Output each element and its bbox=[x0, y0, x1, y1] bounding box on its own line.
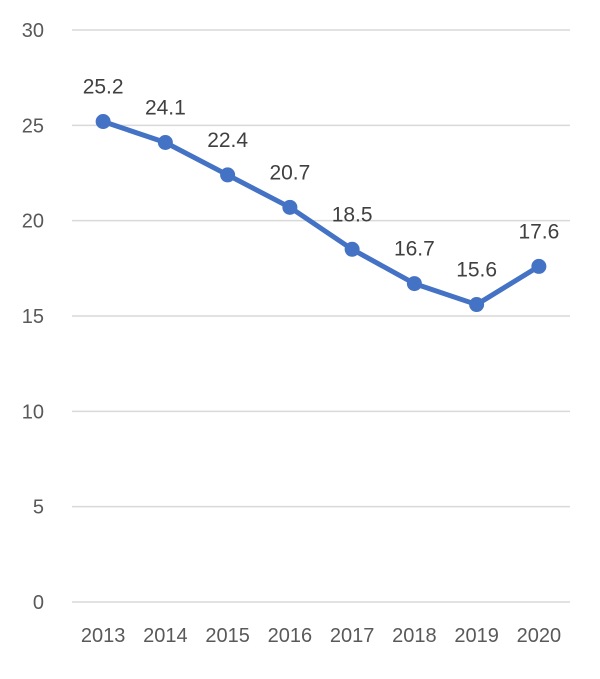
x-tick-label: 2016 bbox=[268, 625, 313, 647]
y-tick-label: 30 bbox=[22, 20, 44, 42]
series-line bbox=[100, 119, 542, 308]
x-axis-tick-labels: 2013 2014 2015 2016 2017 2018 2019 2020 bbox=[81, 625, 561, 647]
x-tick-label: 2017 bbox=[330, 625, 375, 647]
data-label-2014: 24.1 bbox=[145, 96, 186, 119]
data-label-2017: 18.5 bbox=[332, 203, 373, 226]
y-axis-tick-labels: 0 5 10 15 20 25 30 bbox=[22, 20, 44, 614]
data-label-2015: 22.4 bbox=[207, 129, 248, 152]
series-layer bbox=[95, 114, 547, 313]
data-label-2020: 17.6 bbox=[518, 220, 559, 243]
x-tick-label: 2015 bbox=[205, 625, 250, 647]
y-tick-label: 15 bbox=[22, 306, 44, 328]
data-labels: 25.2 24.1 22.4 20.7 18.5 16.7 15.6 17.6 bbox=[83, 76, 560, 282]
data-point-2015 bbox=[220, 167, 236, 183]
x-tick-label: 2013 bbox=[81, 625, 126, 647]
data-point-2019 bbox=[469, 297, 485, 313]
x-tick-label: 2020 bbox=[517, 625, 562, 647]
x-tick-label: 2014 bbox=[143, 625, 188, 647]
data-point-2020 bbox=[531, 258, 547, 274]
x-tick-label: 2018 bbox=[392, 625, 437, 647]
data-label-2013: 25.2 bbox=[83, 76, 124, 99]
y-tick-label: 25 bbox=[22, 115, 44, 137]
y-tick-label: 20 bbox=[22, 211, 44, 233]
data-label-2016: 20.7 bbox=[269, 161, 310, 184]
data-point-2014 bbox=[157, 134, 173, 150]
gridlines bbox=[72, 29, 570, 603]
data-label-2018: 16.7 bbox=[394, 238, 435, 261]
data-point-2017 bbox=[344, 241, 360, 257]
y-tick-label: 0 bbox=[33, 592, 44, 614]
y-tick-label: 10 bbox=[22, 401, 44, 423]
data-point-2018 bbox=[406, 276, 422, 292]
data-label-2019: 15.6 bbox=[456, 259, 497, 282]
data-point-2016 bbox=[282, 199, 298, 215]
x-tick-label: 2019 bbox=[454, 625, 499, 647]
y-tick-label: 5 bbox=[33, 497, 44, 519]
data-point-2013 bbox=[95, 114, 111, 130]
